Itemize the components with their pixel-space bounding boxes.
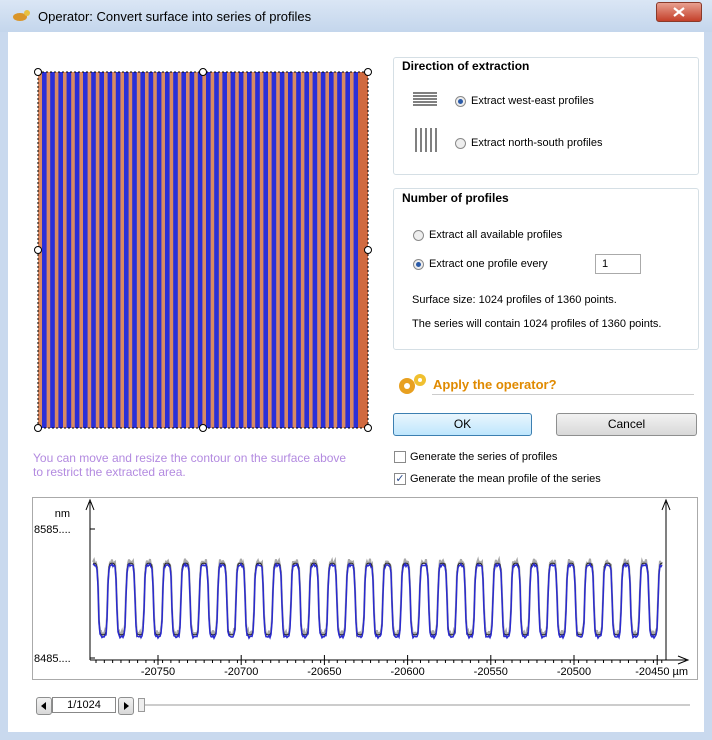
every-input[interactable]: 1 [595, 254, 641, 274]
surface-size: Surface size: 1024 profiles of 1360 poin… [412, 294, 617, 306]
prev-button[interactable] [36, 697, 52, 715]
contour-handle [35, 69, 42, 76]
y-tick-label: 8585.... [34, 524, 71, 536]
stripe [58, 72, 63, 428]
x-tick-label: -20750 [141, 666, 175, 678]
stripe [231, 72, 236, 428]
stripe [222, 72, 227, 428]
stripe [255, 72, 260, 428]
profile-slider[interactable] [140, 704, 690, 706]
title-bar: Operator: Convert surface into series of… [0, 0, 712, 32]
stripe [345, 72, 350, 428]
stripe [173, 72, 178, 428]
radio-label[interactable]: Extract north-south profiles [471, 137, 602, 149]
next-icon [119, 698, 133, 714]
checkbox[interactable]: ✓ [394, 473, 406, 485]
window-icon [12, 9, 32, 23]
stripe [190, 72, 195, 428]
stripe [288, 72, 293, 428]
apply-title: Apply the operator? [433, 377, 557, 392]
x-tick-label: -20600 [390, 666, 424, 678]
x-tick-label: -20550 [474, 666, 508, 678]
stripe [239, 72, 244, 428]
contour-handle [365, 425, 372, 432]
stripe [304, 72, 309, 428]
radio-button[interactable] [413, 230, 424, 241]
stripe [280, 72, 285, 428]
x-tick-label: -20700 [224, 666, 258, 678]
checkbox-label[interactable]: Generate the series of profiles [410, 451, 557, 463]
y-tick-label: 8485.... [34, 653, 71, 665]
stripe [132, 72, 137, 428]
checkbox[interactable] [394, 451, 406, 463]
contour-handle [200, 425, 207, 432]
surface-view[interactable] [32, 65, 374, 435]
stripe [263, 72, 268, 428]
contour-handle [35, 247, 42, 254]
stripe [296, 72, 301, 428]
ok-button[interactable]: OK [393, 413, 532, 436]
separator [432, 394, 694, 395]
stripe [206, 72, 211, 428]
contour-handle [365, 247, 372, 254]
radio-label[interactable]: Extract west-east profiles [471, 95, 594, 107]
stripe [157, 72, 162, 428]
profile-index[interactable]: 1/1024 [52, 697, 116, 713]
x-tick-label: -20650 [307, 666, 341, 678]
stripe [50, 72, 55, 428]
stripe [354, 72, 359, 428]
stripe [42, 72, 47, 428]
contour-handle [200, 69, 207, 76]
radio-button[interactable] [455, 96, 466, 107]
next-button[interactable] [118, 697, 134, 715]
stripe [181, 72, 186, 428]
direction-icons [413, 92, 441, 152]
stripe [75, 72, 80, 428]
stripe [313, 72, 318, 428]
contour-handle [365, 69, 372, 76]
series-info: The series will contain 1024 profiles of… [412, 318, 661, 330]
stripe [99, 72, 104, 428]
close-icon [657, 3, 701, 21]
stripe [124, 72, 129, 428]
close-button[interactable] [656, 2, 702, 22]
stripe [149, 72, 154, 428]
profile-plot: nm 8585.... 8485.... -20750 -20700 -20650 -206… [32, 497, 698, 680]
prev-icon [37, 698, 51, 714]
stripe [83, 72, 88, 428]
radio-button[interactable] [413, 259, 424, 270]
group-title: Direction of extraction [402, 59, 529, 73]
checkbox-label[interactable]: Generate the mean profile of the series [410, 473, 601, 485]
stripe [140, 72, 145, 428]
window-title: Operator: Convert surface into series of… [38, 9, 311, 24]
profile-mean [93, 564, 662, 638]
stripe [165, 72, 170, 428]
stripe [108, 72, 113, 428]
radio-label[interactable]: Extract one profile every [429, 258, 548, 270]
stripe [198, 72, 203, 428]
cancel-button[interactable]: Cancel [556, 413, 697, 436]
stripe [247, 72, 252, 428]
stripe [91, 72, 96, 428]
stripe [67, 72, 72, 428]
dialog-window: Operator: Convert surface into series of… [0, 0, 712, 740]
stripe [321, 72, 326, 428]
radio-label[interactable]: Extract all available profiles [429, 229, 562, 241]
slider-thumb[interactable] [138, 698, 145, 712]
radio-button[interactable] [455, 138, 466, 149]
apply-icon [395, 372, 429, 396]
y-unit: nm [55, 508, 70, 520]
x-tick-label: -20450 µm [635, 666, 688, 678]
contour-handle [35, 425, 42, 432]
stripe [329, 72, 334, 428]
group-title: Number of profiles [402, 191, 509, 205]
stripe [337, 72, 342, 428]
x-tick-label: -20500 [557, 666, 591, 678]
stripe [272, 72, 277, 428]
surface-hint: You can move and resize the contour on t… [33, 451, 353, 479]
stripe [214, 72, 219, 428]
stripe [116, 72, 121, 428]
